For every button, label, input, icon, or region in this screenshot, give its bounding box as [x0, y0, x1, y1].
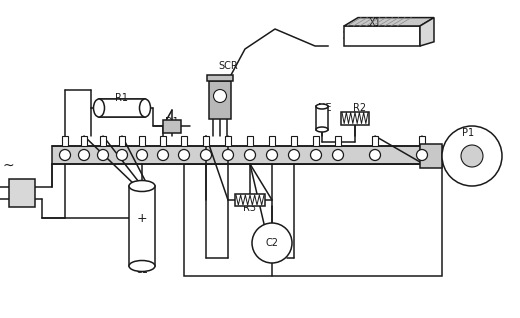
Bar	[247, 136, 253, 146]
Bar	[62, 136, 68, 146]
Ellipse shape	[316, 104, 328, 109]
Ellipse shape	[139, 99, 150, 117]
Ellipse shape	[129, 181, 155, 191]
Bar	[313, 136, 319, 146]
Circle shape	[370, 149, 381, 161]
Circle shape	[178, 149, 189, 161]
Bar	[419, 136, 425, 146]
Bar	[184, 164, 442, 276]
Bar	[81, 136, 87, 146]
Text: ~: ~	[2, 159, 14, 173]
Text: R3: R3	[243, 203, 256, 213]
Circle shape	[442, 126, 502, 186]
Bar	[420, 144, 442, 168]
Bar	[203, 136, 209, 146]
Circle shape	[116, 149, 127, 161]
Circle shape	[252, 223, 292, 263]
Circle shape	[214, 89, 227, 102]
Bar	[335, 136, 341, 146]
Circle shape	[310, 149, 321, 161]
Circle shape	[332, 149, 344, 161]
Bar	[139, 136, 145, 146]
Circle shape	[267, 149, 278, 161]
Text: C2: C2	[266, 238, 279, 248]
Text: +: +	[137, 211, 147, 225]
Circle shape	[136, 149, 148, 161]
Bar	[344, 26, 420, 46]
Bar	[181, 136, 187, 146]
Circle shape	[244, 149, 255, 161]
Bar	[235, 194, 265, 206]
Bar	[209, 81, 231, 119]
Bar	[372, 136, 378, 146]
Circle shape	[461, 145, 483, 167]
Text: SCR: SCR	[218, 61, 238, 71]
Bar	[52, 146, 442, 164]
Bar	[119, 136, 125, 146]
Text: R2: R2	[354, 103, 367, 113]
Bar	[9, 179, 35, 207]
Text: D1: D1	[165, 117, 179, 127]
Circle shape	[201, 149, 212, 161]
Text: NE: NE	[318, 103, 332, 113]
Bar	[225, 136, 231, 146]
Text: C: C	[469, 151, 475, 161]
Text: X1: X1	[369, 18, 381, 28]
Bar	[99, 99, 145, 117]
Bar	[160, 136, 166, 146]
Text: P1: P1	[462, 128, 474, 138]
Circle shape	[158, 149, 168, 161]
Text: R1: R1	[115, 93, 128, 103]
Circle shape	[289, 149, 300, 161]
Bar	[316, 107, 328, 129]
Circle shape	[417, 149, 427, 161]
Circle shape	[59, 149, 71, 161]
Circle shape	[223, 149, 233, 161]
Ellipse shape	[129, 260, 155, 272]
Bar	[291, 136, 297, 146]
Bar	[207, 75, 233, 81]
Bar	[129, 186, 155, 266]
Circle shape	[79, 149, 89, 161]
Circle shape	[97, 149, 109, 161]
Bar	[163, 120, 181, 133]
Polygon shape	[344, 17, 434, 26]
Ellipse shape	[316, 127, 328, 132]
Polygon shape	[420, 17, 434, 46]
Ellipse shape	[94, 99, 105, 117]
Bar	[100, 136, 106, 146]
Text: C1: C1	[136, 265, 148, 275]
Bar	[269, 136, 275, 146]
Bar	[341, 112, 369, 125]
